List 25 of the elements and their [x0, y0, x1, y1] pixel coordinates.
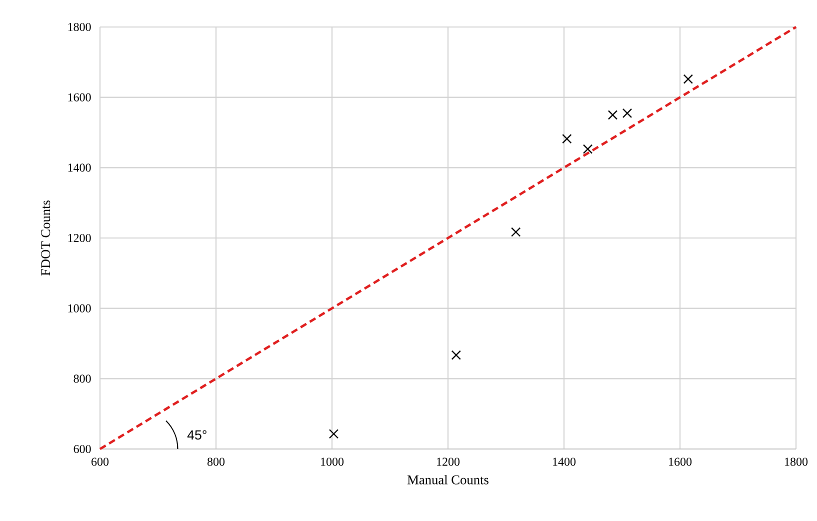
y-tick-label: 600 — [74, 444, 91, 454]
point — [582, 144, 593, 154]
point — [683, 74, 693, 84]
x-tick-label: 1000 — [321, 458, 344, 466]
y-tick-label: 1800 — [68, 22, 91, 32]
y-tick-label: 1400 — [68, 164, 91, 172]
y-tick-label: 1600 — [68, 93, 91, 102]
y-tick-label: 800 — [74, 374, 91, 383]
y-axis-title: FDOT Counts — [41, 200, 50, 276]
x-tick-label: 1600 — [669, 458, 692, 466]
point — [562, 134, 572, 144]
x-tick-label: 1800 — [785, 458, 808, 466]
x-tick-label: 1400 — [553, 458, 576, 466]
x-tick-label: 600 — [92, 458, 109, 466]
point — [451, 350, 461, 360]
point — [608, 110, 618, 120]
x-axis-title: Manual Counts — [407, 474, 488, 484]
y-tick-label: 1000 — [68, 304, 91, 312]
point — [328, 429, 339, 439]
x-tick-label: 1200 — [437, 458, 460, 466]
point — [622, 108, 632, 118]
y-tick-label: 1200 — [68, 234, 91, 242]
x-tick-label: 800 — [207, 458, 225, 466]
point — [511, 227, 521, 237]
annotation: 45° — [187, 430, 206, 440]
